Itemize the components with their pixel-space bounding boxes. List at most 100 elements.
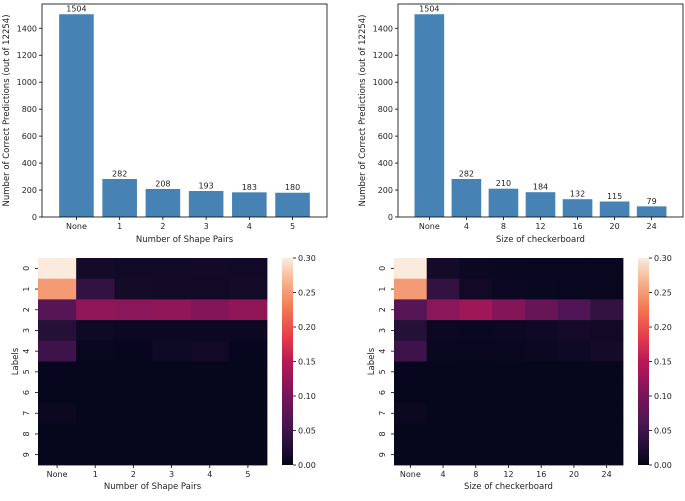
heat-cell <box>190 382 230 404</box>
heat-cell <box>590 402 624 424</box>
heat-cell <box>190 320 230 342</box>
heat-cell <box>394 402 428 424</box>
heat-cell <box>228 340 268 362</box>
y-tick-label: 1200 <box>17 51 37 60</box>
heat-cell <box>114 402 153 424</box>
x-tick-label: 4 <box>464 222 469 231</box>
colorbar-tick-label: 0.20 <box>298 323 316 332</box>
heat-cell <box>492 299 526 321</box>
heat-cell <box>557 382 591 404</box>
heat-cell <box>152 423 192 445</box>
bar-5 <box>275 192 310 217</box>
x-tick-label: 20 <box>610 222 620 231</box>
y-tick-label: 6 <box>22 390 31 395</box>
y-tick-label: 600 <box>22 132 37 141</box>
heat-right-xlabel: Size of checkerboard <box>464 482 553 492</box>
y-tick-label: 1400 <box>373 24 393 33</box>
heat-cell <box>152 320 192 342</box>
heat-cell <box>492 278 526 300</box>
colorbar-tick-label: 0.30 <box>298 254 316 263</box>
heat-cell <box>524 258 558 280</box>
colorbar-tick-label: 0.10 <box>298 392 316 401</box>
heat-cell <box>114 444 153 466</box>
y-tick-label: 0 <box>378 266 387 271</box>
y-tick-label: 1000 <box>373 78 393 87</box>
heat-cell <box>76 423 115 445</box>
heat-cell <box>38 361 77 383</box>
heat-cell <box>426 278 460 300</box>
heat-cell <box>426 361 460 383</box>
heat-cell <box>76 402 115 424</box>
bar-value-label: 1504 <box>66 5 86 14</box>
bar-value-label: 1504 <box>419 5 439 14</box>
y-tick-label: 1 <box>378 287 387 292</box>
heat-cell <box>152 361 192 383</box>
colorbar-tick-label: 0.30 <box>654 254 672 263</box>
y-tick-label: 5 <box>378 369 387 374</box>
heat-cell <box>557 444 591 466</box>
heat-cell <box>524 320 558 342</box>
heat-cell <box>228 402 268 424</box>
heat-cell <box>590 423 624 445</box>
bar-3 <box>188 190 224 217</box>
heat-cell <box>459 258 493 280</box>
heat-cell <box>38 402 77 424</box>
x-tick-label: 2 <box>131 470 136 479</box>
x-tick-label: 3 <box>169 470 174 479</box>
heat-cell <box>492 444 526 466</box>
heat-cell <box>114 340 153 362</box>
bar-left-frame <box>41 3 328 218</box>
heat-cell <box>459 320 493 342</box>
heat-cell <box>492 258 526 280</box>
heat-cell <box>394 423 428 445</box>
heat-cell <box>190 278 230 300</box>
y-tick-label: 600 <box>378 132 393 141</box>
heat-cell <box>394 258 428 280</box>
bar-chart-checkerboard: 1504 282 210 184 132 115 79 0 200 400 600 800 1000 1… <box>358 3 684 245</box>
heat-cell <box>190 258 230 280</box>
x-tick-label: 3 <box>204 222 209 231</box>
heat-cell <box>38 320 77 342</box>
heat-cell <box>459 361 493 383</box>
y-tick-label: 800 <box>22 105 37 114</box>
heat-cell <box>459 382 493 404</box>
x-tick-label: 12 <box>503 470 513 479</box>
bar-value-label: 208 <box>155 179 170 188</box>
heat-cell <box>524 361 558 383</box>
heat-cell <box>76 444 115 466</box>
heat-cell <box>492 382 526 404</box>
heat-cell <box>38 278 77 300</box>
bar-8 <box>488 188 519 217</box>
heat-cell <box>152 402 192 424</box>
colorbar-tick-label: 0.20 <box>654 323 672 332</box>
x-tick-label: 1 <box>93 470 98 479</box>
heat-cell <box>426 444 460 466</box>
heat-cell <box>114 299 153 321</box>
bar-value-label: 184 <box>533 183 548 192</box>
heat-cell <box>426 299 460 321</box>
colorbar-tick-label: 0.05 <box>298 427 316 436</box>
bar-none <box>414 14 445 217</box>
heat-cell <box>459 340 493 362</box>
y-tick-label: 3 <box>378 328 387 333</box>
x-tick-label: 20 <box>569 470 579 479</box>
heat-cell <box>394 320 428 342</box>
heat-cell <box>492 340 526 362</box>
colorbar-left <box>282 258 293 465</box>
y-tick-label: 1000 <box>17 78 37 87</box>
heat-cell <box>228 278 268 300</box>
y-tick-label: 0 <box>388 213 393 222</box>
heat-cell <box>557 258 591 280</box>
bar-right-ylabel: Number of Correct Predictions (out of 12… <box>358 14 368 206</box>
heat-cell <box>152 444 192 466</box>
colorbar-tick-label: 0.05 <box>654 427 672 436</box>
heat-cell <box>394 340 428 362</box>
bar-chart-shape-pairs: 1504 282 208 193 183 180 0 200 400 600 800 1000 120… <box>2 3 328 245</box>
y-tick-label: 9 <box>378 452 387 457</box>
y-tick-label: 7 <box>378 411 387 416</box>
heat-cell <box>459 299 493 321</box>
heat-cell <box>152 340 192 362</box>
x-tick-label: 4 <box>247 222 252 231</box>
heat-cell <box>557 423 591 445</box>
